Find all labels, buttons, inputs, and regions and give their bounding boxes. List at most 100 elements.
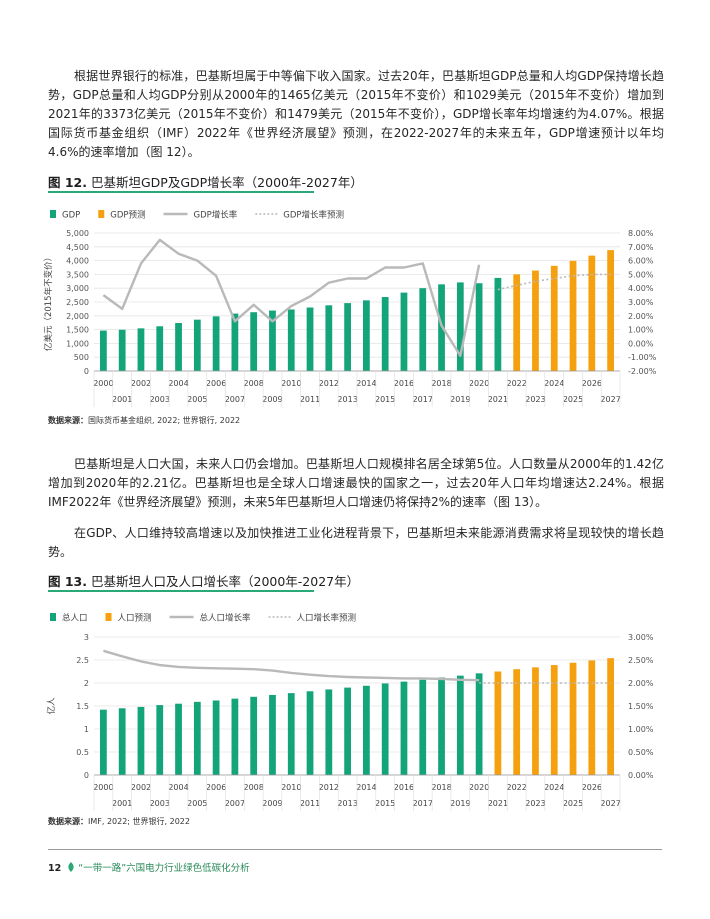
y-tick-label: 0 [84, 771, 89, 780]
y-tick-label: 1,500 [66, 326, 89, 335]
y2-tick-label: 0.00% [628, 771, 654, 780]
figure-12-rule [48, 191, 314, 193]
bar-GDP-2019 [456, 282, 464, 371]
bar-总人口-2006 [212, 700, 220, 775]
bar-人口预测-2022 [513, 669, 521, 775]
legend-label-3: GDP增长率预测 [283, 210, 344, 221]
y-tick-label: 2.5 [76, 656, 89, 665]
figure-13-source: 数据来源：IMF, 2022; 世界银行, 2022 [48, 816, 190, 827]
legend-label-2: GDP增长率 [194, 210, 238, 221]
y2-tick-label: 6.00% [628, 257, 654, 266]
y-axis-label: 亿美元（2015年不变价） [43, 253, 54, 351]
figure-13-title: 图 13. 巴基斯坦人口及人口增长率（2000年-2027年） [48, 571, 359, 590]
figure-12-label: 图 12. [48, 175, 87, 190]
x-tick-label-2011: 2011 [300, 799, 320, 808]
y2-tick-label: 4.00% [628, 284, 654, 293]
energy-paragraph: 在GDP、人口维持较高增速以及加快推进工业化进程背景下，巴基斯坦未来能源消费需求… [48, 526, 664, 559]
x-tick-label-2017: 2017 [413, 799, 433, 808]
x-tick-label-2008: 2008 [243, 379, 263, 388]
x-tick-label-2025: 2025 [563, 395, 583, 404]
x-tick-label-2019: 2019 [450, 799, 470, 808]
x-tick-label-2022: 2022 [506, 783, 526, 792]
bar-GDP-2004 [175, 322, 182, 371]
bar-总人口-2010 [287, 693, 295, 775]
bar-GDP-2001 [118, 329, 126, 371]
x-tick-label-2006: 2006 [206, 379, 226, 388]
x-tick-label-2000: 2000 [93, 379, 113, 388]
y-tick-label: 0 [84, 367, 89, 376]
bar-GDP-2010 [287, 309, 295, 371]
bar-人口预测-2025 [569, 662, 577, 775]
x-tick-label-2023: 2023 [525, 395, 545, 404]
bar-总人口-2020 [475, 673, 483, 775]
y-tick-label: 4,500 [66, 243, 89, 252]
x-tick-label-2015: 2015 [375, 395, 395, 404]
x-tick-label-2007: 2007 [225, 799, 245, 808]
x-tick-label-2014: 2014 [356, 783, 376, 792]
y2-tick-label: 3.00% [628, 633, 654, 642]
footer-title: “一带一路”六国电力行业绿色低碳化分析 [78, 863, 250, 874]
x-tick-label-2001: 2001 [112, 395, 132, 404]
bar-总人口-2019 [456, 675, 464, 775]
x-tick-label-2000: 2000 [93, 783, 113, 792]
x-tick-label-2016: 2016 [394, 783, 414, 792]
bar-总人口-2003 [156, 705, 164, 775]
bar-人口预测-2023 [532, 667, 539, 775]
x-tick-label-2023: 2023 [525, 799, 545, 808]
x-tick-label-2016: 2016 [394, 379, 414, 388]
figure-12-source-label: 数据来源： [48, 416, 88, 425]
y2-tick-label: 2.50% [628, 656, 654, 665]
legend-label-0: GDP [62, 211, 80, 221]
legend-swatch-1 [105, 613, 112, 621]
y2-tick-label: -2.00% [628, 367, 657, 376]
bar-总人口-2008 [250, 696, 258, 775]
x-tick-label-2012: 2012 [319, 379, 339, 388]
bar-GDP-2000 [100, 330, 107, 371]
x-tick-label-2025: 2025 [563, 799, 583, 808]
y-tick-label: 1 [84, 725, 89, 734]
bar-GDP-2021 [494, 277, 502, 371]
bar-总人口-2002 [137, 706, 145, 775]
bar-总人口-2001 [118, 708, 126, 775]
y-tick-label: 4,000 [66, 257, 89, 266]
y-tick-label: 5,000 [66, 229, 89, 238]
figure-12-source: 数据来源：国际货币基金组织, 2022; 世界银行, 2022 [48, 415, 240, 426]
x-tick-label-2008: 2008 [243, 783, 263, 792]
x-tick-label-2026: 2026 [582, 783, 602, 792]
x-tick-label-2007: 2007 [225, 395, 245, 404]
figure-13-label: 图 13. [48, 574, 87, 589]
bar-GDP-2013 [344, 303, 351, 371]
y2-tick-label: 7.00% [628, 243, 654, 252]
legend-label-0: 总人口 [62, 613, 88, 624]
x-tick-label-2021: 2021 [488, 395, 508, 404]
bar-GDP预测-2026 [588, 255, 596, 371]
x-tick-label-2026: 2026 [582, 379, 602, 388]
legend-swatch-0 [50, 613, 56, 621]
bar-总人口-2007 [231, 698, 239, 775]
x-tick-label-2003: 2003 [150, 395, 170, 404]
bar-总人口-2014 [363, 685, 370, 775]
y-tick-label: 2 [84, 679, 89, 688]
y2-tick-label: 1.00% [628, 326, 654, 335]
x-tick-label-2018: 2018 [431, 379, 451, 388]
legend-label-1: GDP预测 [110, 210, 145, 221]
x-tick-label-2017: 2017 [413, 395, 433, 404]
x-tick-label-2020: 2020 [469, 783, 489, 792]
footer-rule [48, 849, 662, 850]
figure-13-source-text: IMF, 2022; 世界银行, 2022 [88, 817, 190, 826]
figure-12-title: 图 12. 巴基斯坦GDP及GDP增长率（2000年-2027年） [48, 172, 363, 191]
bar-人口预测-2027 [607, 658, 614, 775]
y-tick-label: 3,000 [66, 284, 89, 293]
bar-GDP-2011 [306, 307, 314, 371]
bar-GDP-2014 [363, 300, 370, 371]
y-tick-label: 500 [74, 353, 89, 362]
bar-GDP-2020 [475, 283, 483, 371]
y2-tick-label: 1.50% [628, 702, 654, 711]
x-tick-label-2002: 2002 [131, 379, 151, 388]
legend-swatch-0 [50, 210, 56, 218]
bar-人口预测-2024 [550, 665, 558, 775]
x-tick-label-2004: 2004 [168, 783, 188, 792]
population-paragraph: 巴基斯坦是人口大国，未来人口仍会增加。巴基斯坦人口规模排名居全球第5位。人口数量… [48, 457, 664, 509]
bar-总人口-2013 [344, 687, 351, 775]
x-tick-label-2027: 2027 [600, 395, 620, 404]
